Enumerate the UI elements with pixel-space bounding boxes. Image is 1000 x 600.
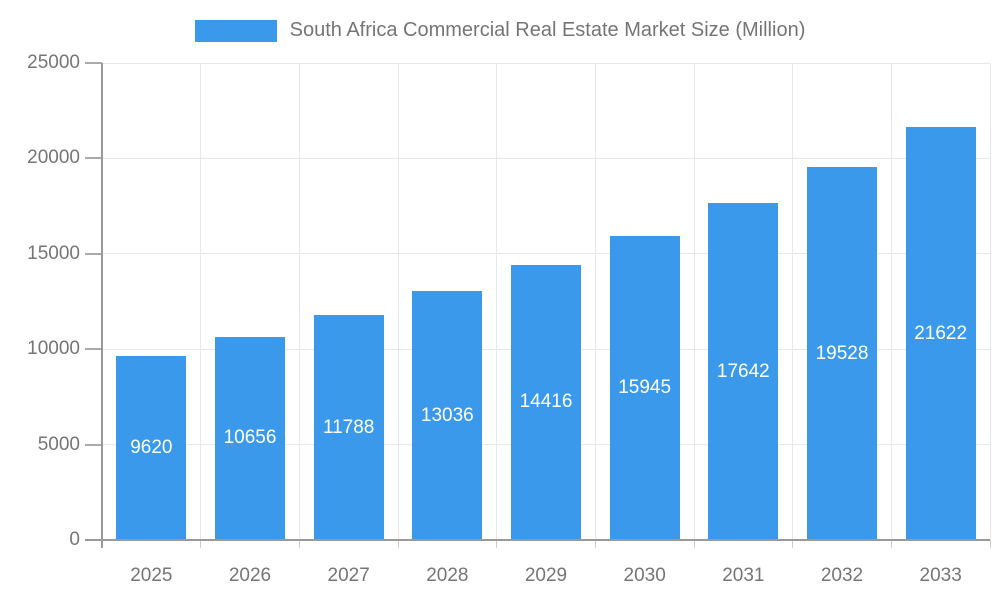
x-gridline (792, 63, 794, 540)
x-axis-line (85, 539, 990, 541)
y-tick (85, 252, 102, 255)
x-axis-label: 2032 (820, 565, 864, 586)
x-axis-label: 2027 (327, 565, 370, 586)
y-gridline (102, 157, 990, 159)
x-axis-label: 2025 (130, 565, 173, 586)
bar-2031[interactable] (708, 203, 779, 540)
bar-2026[interactable] (215, 336, 285, 540)
x-tick (890, 540, 892, 548)
x-gridline (890, 63, 892, 540)
x-tick (989, 540, 991, 548)
y-tick (85, 62, 102, 64)
x-gridline (298, 63, 300, 540)
x-axis-label: 2028 (426, 565, 469, 586)
y-gridline (102, 62, 990, 64)
y-axis-label: 5000 (37, 433, 80, 455)
x-axis-label: 2030 (623, 565, 666, 586)
y-tick (85, 157, 102, 160)
bar-2032[interactable] (807, 167, 877, 540)
bar-2030[interactable] (609, 235, 680, 540)
x-gridline (693, 63, 695, 540)
x-tick (298, 540, 300, 548)
y-tick (85, 348, 102, 351)
y-axis-label: 15000 (27, 242, 80, 264)
y-axis-line (101, 63, 103, 548)
x-tick (496, 540, 498, 548)
y-axis-label: 10000 (27, 338, 80, 360)
x-gridline (397, 63, 399, 540)
bar-2028[interactable] (412, 291, 483, 540)
x-gridline (496, 63, 498, 540)
y-tick (85, 443, 102, 446)
x-tick (792, 540, 794, 548)
x-axis-label: 2029 (524, 565, 568, 586)
x-axis-label: 2031 (722, 565, 765, 586)
x-gridline (989, 63, 991, 540)
x-tick (397, 540, 399, 548)
legend-swatch (194, 19, 277, 42)
y-axis-label: 25000 (27, 52, 80, 73)
y-axis-label: 0 (69, 529, 80, 550)
bar-2027[interactable] (313, 315, 384, 540)
bar-2025[interactable] (116, 356, 187, 540)
legend-label: South Africa Commercial Real Estate Mark… (289, 19, 806, 41)
legend-item[interactable]: South Africa Commercial Real Estate Mark… (0, 19, 1000, 42)
bar-2029[interactable] (511, 264, 581, 540)
x-tick (200, 540, 202, 548)
x-gridline (594, 63, 596, 540)
x-tick (693, 540, 695, 548)
y-axis-label: 20000 (27, 147, 80, 169)
x-axis-label: 2033 (919, 565, 962, 586)
x-gridline (200, 63, 202, 540)
bar-2033[interactable] (905, 127, 976, 540)
x-tick (594, 540, 596, 548)
y-gridline (102, 253, 990, 255)
x-axis-label: 2026 (228, 565, 272, 586)
